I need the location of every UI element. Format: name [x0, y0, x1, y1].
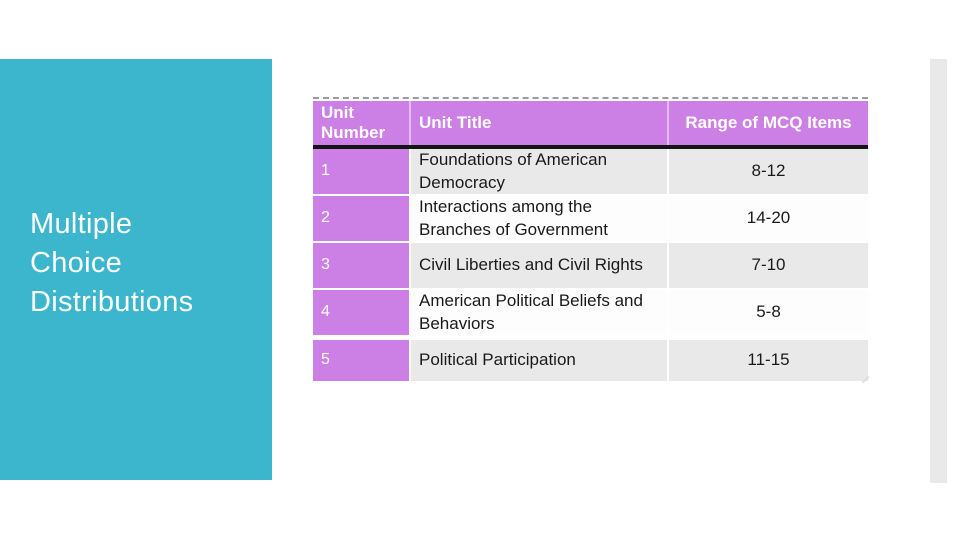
unit-title-cell: Civil Liberties and Civil Rights — [410, 242, 669, 290]
mcq-distribution-table: Unit Number Unit Title Range of MCQ Item… — [313, 101, 868, 381]
unit-number-cell: 5 — [313, 337, 411, 381]
right-accent-bar — [930, 59, 947, 483]
unit-title-cell: Political Participation — [410, 337, 669, 381]
range-cell: 7-10 — [668, 242, 868, 290]
unit-title-cell: American Political Beliefs and Behaviors — [410, 289, 669, 340]
unit-title-cell: Foundations of American Democracy — [410, 147, 669, 196]
table-row-unit-5: 5 Political Participation 11-15 — [313, 337, 868, 381]
table-header-row: Unit Number Unit Title Range of MCQ Item… — [313, 101, 868, 149]
unit-number-cell: 3 — [313, 242, 411, 290]
column-header-unit-title: Unit Title — [410, 101, 669, 149]
unit-number-cell: 1 — [313, 147, 411, 196]
table-row-unit-3: 3 Civil Liberties and Civil Rights 7-10 — [313, 242, 868, 290]
unit-title-cell: Interactions among the Branches of Gover… — [410, 195, 669, 243]
range-cell: 11-15 — [668, 337, 868, 381]
mcq-table-container: Unit Number Unit Title Range of MCQ Item… — [313, 97, 870, 384]
unit-number-cell: 2 — [313, 195, 411, 243]
table-row-unit-4: 4 American Political Beliefs and Behavio… — [313, 289, 868, 340]
unit-number-cell: 4 — [313, 289, 411, 340]
column-header-unit-number: Unit Number — [313, 101, 411, 149]
slide-title: Multiple Choice Distributions — [30, 208, 194, 318]
range-cell: 5-8 — [668, 289, 868, 340]
table-top-dashed-border — [313, 97, 868, 99]
title-panel: Multiple Choice Distributions — [0, 59, 272, 480]
range-cell: 8-12 — [668, 147, 868, 196]
table-row-unit-2: 2 Interactions among the Branches of Gov… — [313, 195, 868, 243]
column-header-range: Range of MCQ Items — [668, 101, 868, 149]
range-cell: 14-20 — [668, 195, 868, 243]
table-row-unit-1: 1 Foundations of American Democracy 8-12 — [313, 147, 868, 196]
